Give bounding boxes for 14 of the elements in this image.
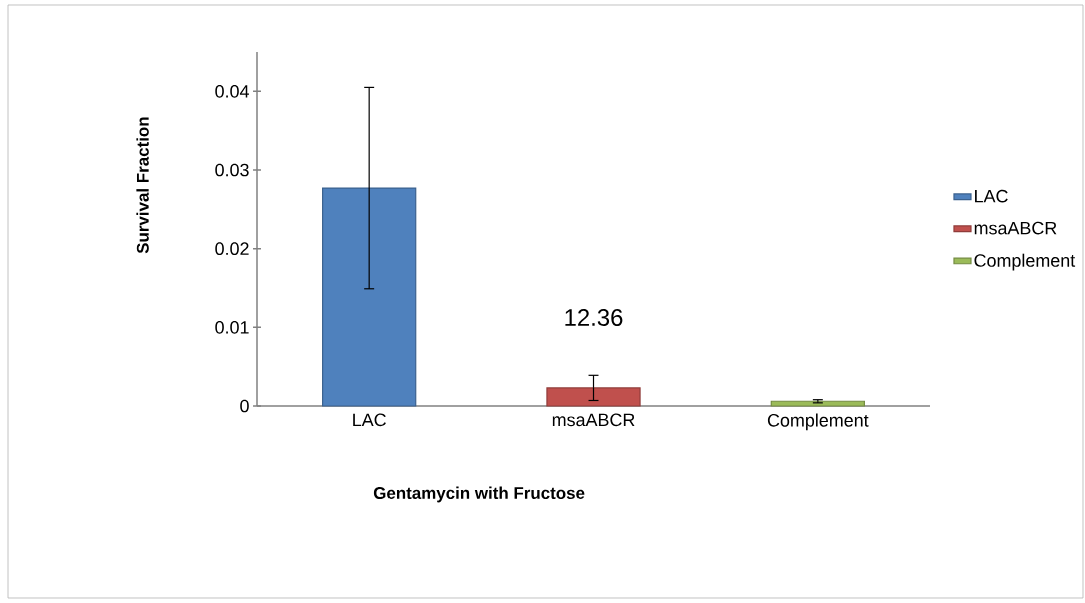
- y-tick-label: 0.01: [215, 320, 249, 334]
- x-tick-label: LAC: [353, 413, 386, 427]
- x-tick-label: Complement: [767, 413, 869, 431]
- legend-label: msaABCR: [974, 221, 1057, 235]
- y-tick-label: 0.02: [215, 242, 249, 255]
- y-tick-label: 0: [240, 399, 249, 413]
- y-axis-title: Survival Fraction: [136, 117, 149, 254]
- y-tick-label: 0.04: [215, 84, 249, 98]
- x-axis-title: Gentamycin with Fructose: [373, 486, 585, 503]
- legend-label: LAC: [975, 189, 1008, 203]
- annotation: 12.36: [565, 309, 623, 326]
- x-tick-label: msaABCR: [552, 413, 635, 427]
- y-tick-label: 0.03: [215, 163, 249, 177]
- legend-label: Complement: [974, 253, 1076, 271]
